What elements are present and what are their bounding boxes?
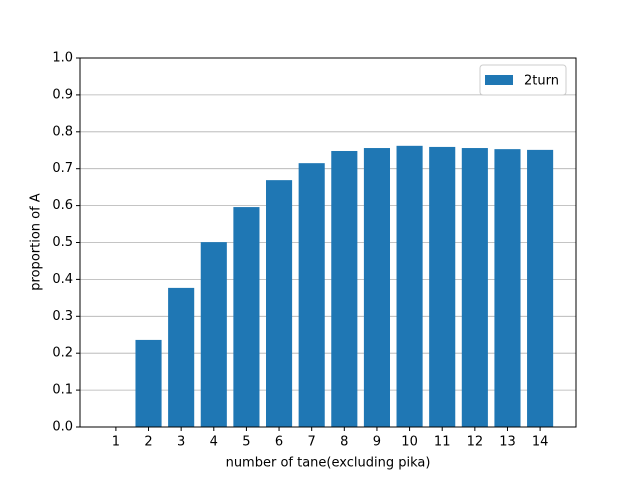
plot-frame xyxy=(79,57,577,428)
legend-label: 2turn xyxy=(524,74,559,89)
bar xyxy=(494,149,521,427)
bar xyxy=(233,207,260,427)
legend-swatch xyxy=(485,75,513,85)
x-tick-label: 1 xyxy=(112,435,120,450)
y-axis-label: proportion of A xyxy=(29,193,44,291)
x-tick-label: 12 xyxy=(467,435,484,450)
x-tick-label: 3 xyxy=(177,435,185,450)
x-tick-label: 6 xyxy=(275,435,283,450)
bar xyxy=(266,180,293,427)
legend-box xyxy=(479,64,567,96)
x-tick-label: 8 xyxy=(340,435,348,450)
x-tick-label: 11 xyxy=(434,435,451,450)
y-tick-label: 0.8 xyxy=(52,124,73,139)
bar xyxy=(461,148,488,427)
x-axis-label: number of tane(excluding pika) xyxy=(226,456,431,471)
y-tick-label: 0.7 xyxy=(52,161,73,176)
bar xyxy=(331,150,358,427)
y-tick-label: 0.3 xyxy=(52,309,73,324)
bar xyxy=(200,242,227,427)
bar xyxy=(298,163,325,428)
x-tick-label: 7 xyxy=(308,435,316,450)
x-tick-label: 9 xyxy=(373,435,381,450)
y-tick-label: 0.5 xyxy=(52,235,73,250)
y-tick-label: 0.2 xyxy=(52,346,73,361)
x-tick-label: 2 xyxy=(144,435,152,450)
x-tick-label: 14 xyxy=(532,435,549,450)
y-tick-label: 0.6 xyxy=(52,198,73,213)
bar xyxy=(396,145,423,427)
x-tick-label: 4 xyxy=(210,435,218,450)
x-tick-label: 13 xyxy=(499,435,516,450)
bar xyxy=(135,339,162,427)
bar xyxy=(429,146,456,427)
x-tick-label: 10 xyxy=(401,435,418,450)
bar xyxy=(527,149,554,428)
y-tick-label: 0.1 xyxy=(52,383,73,398)
y-tick-label: 0.0 xyxy=(52,420,73,435)
x-tick-label: 5 xyxy=(242,435,250,450)
y-tick-label: 0.9 xyxy=(52,87,73,102)
bar xyxy=(363,148,390,427)
bar xyxy=(168,287,195,427)
y-tick-label: 1.0 xyxy=(52,51,73,66)
y-tick-label: 0.4 xyxy=(52,272,73,287)
